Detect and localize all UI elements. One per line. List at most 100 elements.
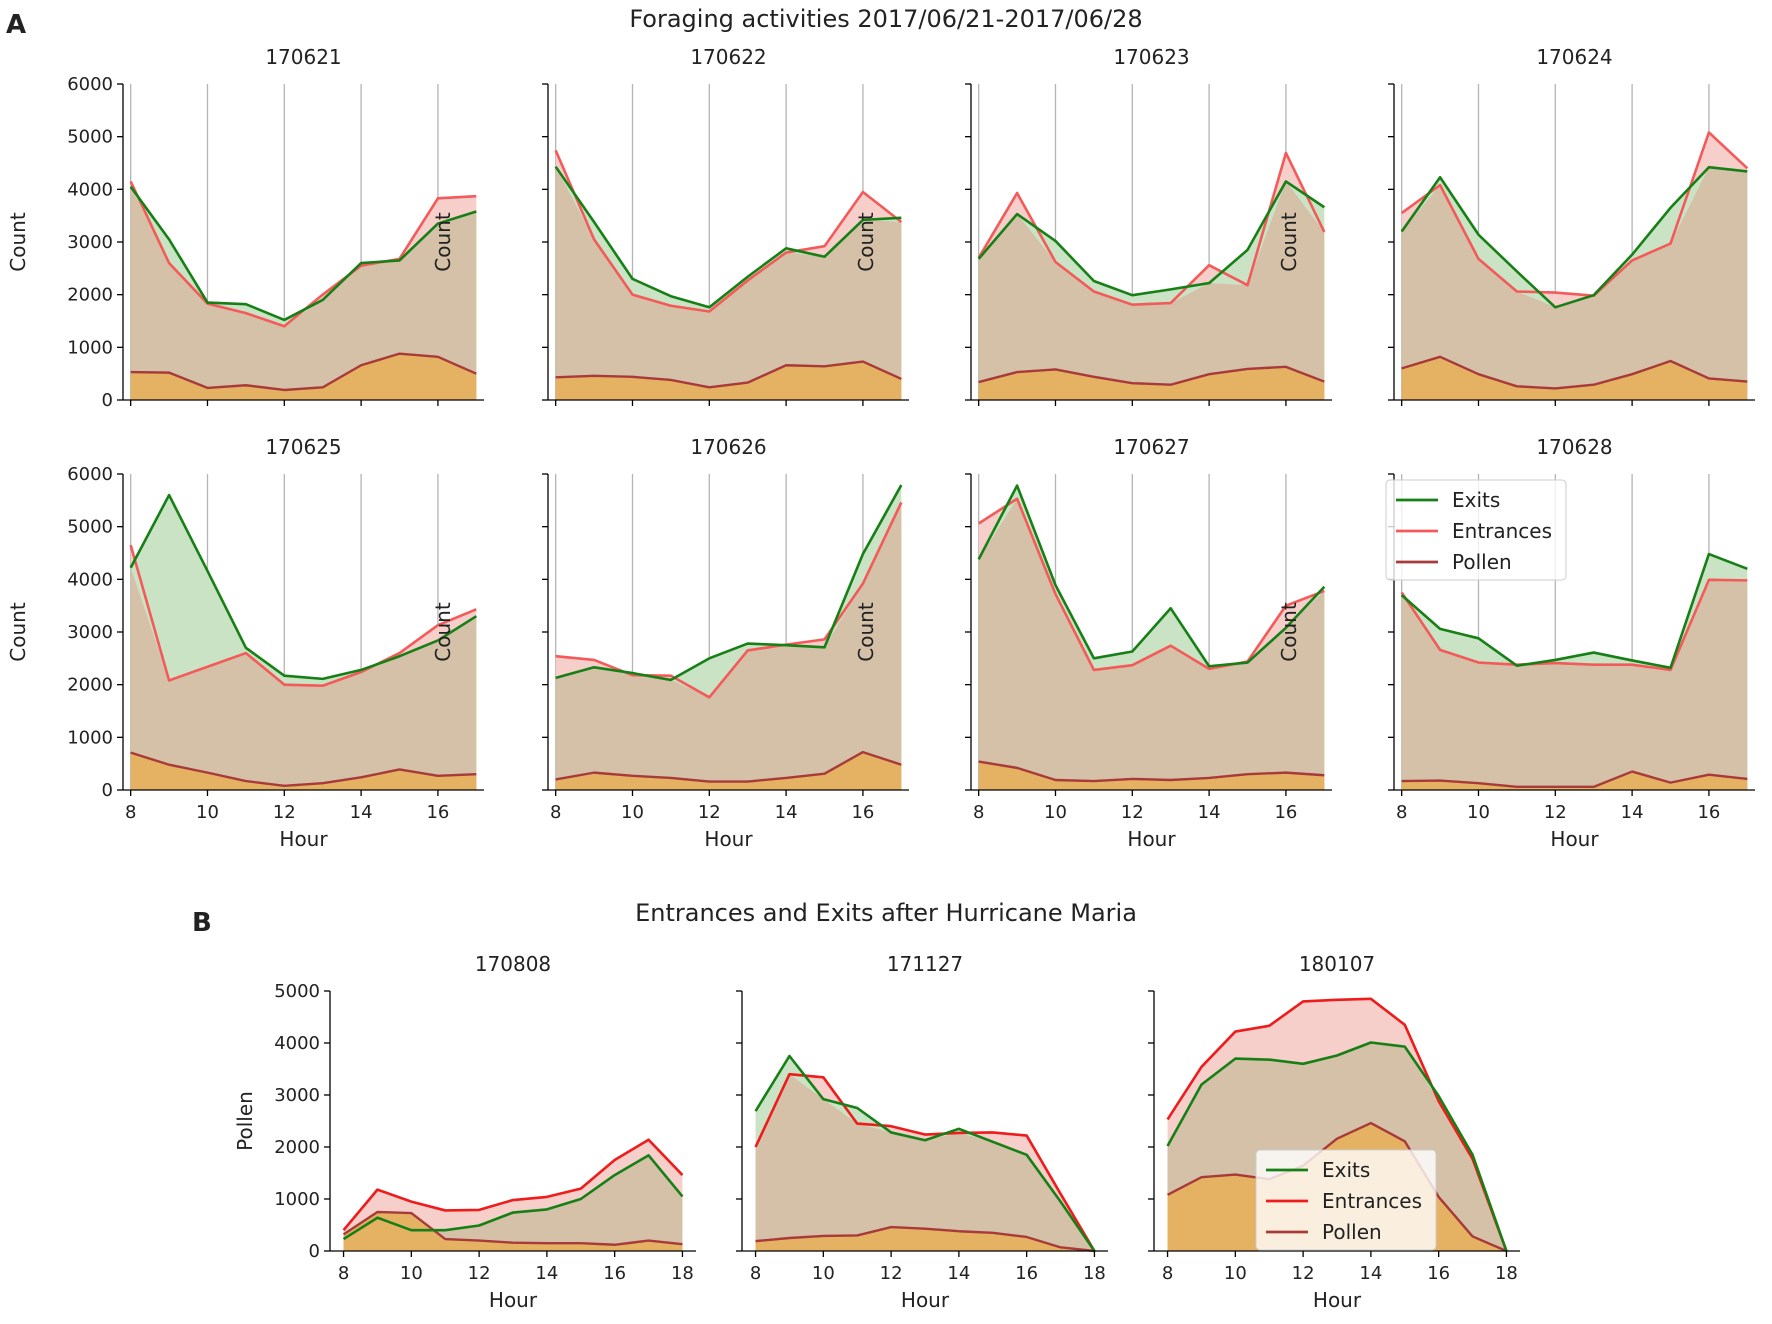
- chart-170624-exits-line: [1400, 165, 1748, 309]
- chart-170626-title: 170626: [690, 435, 766, 459]
- chart-170808-xtick-label-18: 18: [671, 1263, 694, 1284]
- chart-170808-xtick-label-14: 14: [535, 1263, 558, 1284]
- chart-170808-ytick-label-2000: 2000: [274, 1137, 320, 1158]
- chart-180107-legend-frame: [1255, 1149, 1437, 1251]
- chart-171127-title: 171127: [887, 952, 963, 976]
- chart-170625-xtick-label-12: 12: [273, 802, 296, 823]
- chart-171127-entrances-line: [754, 1072, 1096, 1252]
- chart-170625-xtick-label-10: 10: [196, 802, 219, 823]
- chart-170627: 8 10 12 14 16 170627 Hour Count: [854, 435, 1332, 851]
- chart-180107-title: 180107: [1299, 952, 1375, 976]
- chart-170808-title: 170808: [475, 952, 551, 976]
- chart-180107-xtick-label-8: 8: [1162, 1263, 1173, 1284]
- chart-170808-pollen-fill: [343, 1212, 683, 1251]
- chart-170625-ytick-label-1000: 1000: [67, 727, 113, 748]
- chart-170808-overlap-fill: [343, 1155, 683, 1251]
- chart-170625-title: 170625: [265, 435, 341, 459]
- chart-170808-exits-line: [342, 1154, 684, 1241]
- chart-170627-pollen-line: [978, 760, 1325, 783]
- chart-170624-pollen-line: [1401, 355, 1748, 390]
- chart-170628-pollen-fill: [1401, 771, 1748, 790]
- chart-170622-entrances-line: [554, 149, 903, 313]
- chart-170626: 8 10 12 14 16 170626 Hour Count: [431, 435, 909, 851]
- chart-170621-ytick-label-4000: 4000: [67, 179, 113, 200]
- chart-170627-xtick-label-8: 8: [973, 802, 984, 823]
- charts-layer: 0100020003000400050006000170621Count1706…: [6, 45, 1755, 1312]
- chart-171127-xlabel: Hour: [901, 1288, 950, 1312]
- chart-170621: 0 1000 2000 3000 4000 5000 6000 170621 Count: [6, 45, 484, 411]
- chart-170628-ylabel: Count: [1277, 602, 1301, 662]
- chart-170627-pollen-fill: [978, 761, 1325, 790]
- chart-171127-pollen-fill: [755, 1227, 1095, 1251]
- chart-180107-xlabel: Hour: [1313, 1288, 1362, 1312]
- chart-170621-ytick-label-0: 0: [102, 390, 113, 411]
- panel-a-title: Foraging activities 2017/06/21-2017/06/2…: [629, 5, 1142, 33]
- chart-170621-exits-line: [129, 185, 477, 322]
- chart-170621-ytick-label-5000: 5000: [67, 127, 113, 148]
- chart-170808-entrances-line: [342, 1138, 684, 1232]
- chart-170622-exits-line: [554, 165, 902, 309]
- chart-170628-legend: Exits Entrances Pollen: [1385, 479, 1567, 581]
- panel-b-letter: B: [192, 908, 212, 938]
- chart-170627-xtick-label-12: 12: [1121, 802, 1144, 823]
- chart-170628-xlabel: Hour: [1550, 827, 1599, 851]
- chart-180107-legend-label-pollen: Pollen: [1322, 1220, 1382, 1244]
- chart-170624-overlap-fill: [1401, 167, 1748, 400]
- chart-170621-pollen-line: [130, 352, 477, 392]
- chart-170626-entrances-line: [555, 501, 903, 699]
- chart-170625-ytick-label-5000: 5000: [67, 517, 113, 538]
- chart-171127-xtick-label-16: 16: [1015, 1263, 1038, 1284]
- chart-170626-xtick-label-14: 14: [775, 802, 798, 823]
- chart-170623-exits-line: [977, 180, 1326, 297]
- chart-170623-ylabel: Count: [854, 212, 878, 272]
- chart-170628-entrances-line: [1400, 578, 1748, 672]
- chart-170628-title: 170628: [1536, 435, 1612, 459]
- chart-170625-exits-line: [129, 493, 478, 681]
- chart-170626-xtick-label-8: 8: [550, 802, 561, 823]
- chart-170628-legend-label-pollen: Pollen: [1452, 550, 1512, 574]
- chart-180107-xtick-label-10: 10: [1224, 1263, 1247, 1284]
- chart-170622-pollen-fill: [555, 361, 902, 400]
- chart-170628-xtick-label-8: 8: [1396, 802, 1407, 823]
- chart-170628: 8 10 12 14 16 170628 Hour Count Exits Entrances Po…: [1277, 435, 1755, 851]
- chart-170808-xlabel: Hour: [489, 1288, 538, 1312]
- chart-171127-xtick-label-18: 18: [1083, 1263, 1106, 1284]
- chart-170628-overlap-fill: [1401, 579, 1748, 790]
- chart-170628-pollen-line: [1401, 770, 1748, 789]
- chart-180107-legend: Exits Entrances Pollen: [1255, 1149, 1437, 1251]
- chart-170625-ytick-label-2000: 2000: [67, 675, 113, 696]
- chart-170628-xtick-label-12: 12: [1544, 802, 1567, 823]
- chart-170622-title: 170622: [690, 45, 766, 69]
- chart-170626-xtick-label-12: 12: [698, 802, 721, 823]
- chart-170626-exits-line: [555, 484, 903, 682]
- chart-170626-pollen-fill: [555, 752, 902, 790]
- chart-170808-xtick-label-12: 12: [468, 1263, 491, 1284]
- chart-171127-xtick-label-8: 8: [750, 1263, 761, 1284]
- chart-170622-overlap-fill: [555, 166, 902, 400]
- chart-170627-overlap-fill: [978, 498, 1325, 790]
- chart-170808-ylabel: Pollen: [233, 1091, 257, 1151]
- chart-180107-exits-line: [1166, 1041, 1508, 1252]
- chart-170625-ytick-label-4000: 4000: [67, 569, 113, 590]
- chart-170626-pollen-line: [555, 750, 902, 783]
- chart-180107: 8 10 12 14 16 18 180107 Hour Exits Entrances Polle…: [1148, 952, 1520, 1312]
- chart-170625-ytick-label-3000: 3000: [67, 622, 113, 643]
- chart-180107-pollen-line: [1167, 1121, 1507, 1253]
- chart-170628-legend-frame: [1385, 479, 1567, 581]
- chart-180107-entrances-line: [1166, 997, 1508, 1252]
- chart-170621-overlap-fill: [130, 186, 477, 400]
- chart-170625-xtick-label-8: 8: [125, 802, 136, 823]
- chart-170621-ytick-label-3000: 3000: [67, 232, 113, 253]
- chart-170627-xtick-label-14: 14: [1198, 802, 1221, 823]
- chart-170622-ylabel: Count: [431, 212, 455, 272]
- chart-170625-overlap-fill: [130, 567, 477, 790]
- chart-170622-pollen-line: [555, 360, 902, 389]
- chart-170626-overlap-fill: [555, 502, 902, 790]
- chart-170627-entrances-line: [977, 497, 1325, 672]
- chart-170808-ytick-label-3000: 3000: [274, 1085, 320, 1106]
- chart-170623-title: 170623: [1113, 45, 1189, 69]
- chart-170625-pollen-fill: [130, 752, 477, 790]
- chart-170628-legend-label-exits: Exits: [1452, 488, 1500, 512]
- chart-170622: 170622 Count: [431, 45, 909, 406]
